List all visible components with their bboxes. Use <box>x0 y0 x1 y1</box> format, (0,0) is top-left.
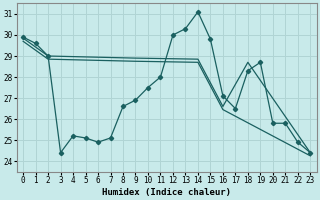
X-axis label: Humidex (Indice chaleur): Humidex (Indice chaleur) <box>102 188 231 197</box>
